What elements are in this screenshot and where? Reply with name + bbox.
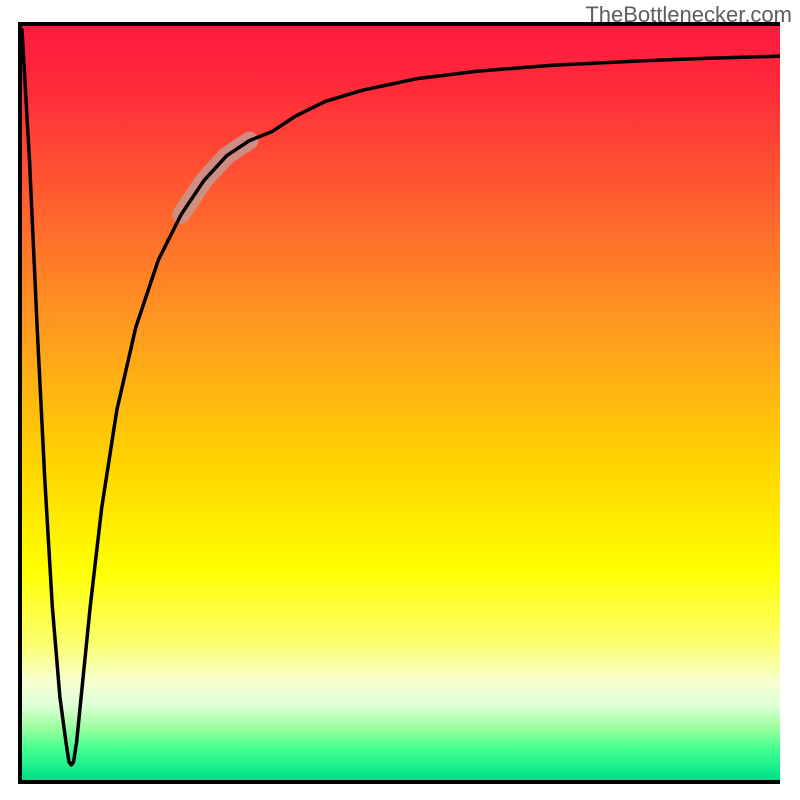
plot-background xyxy=(22,26,780,780)
frame-top xyxy=(18,22,780,26)
bottleneck-curve-chart xyxy=(0,0,800,800)
frame-bottom xyxy=(18,780,780,784)
chart-container: TheBottlenecker.com xyxy=(0,0,800,800)
frame-left xyxy=(18,22,22,784)
